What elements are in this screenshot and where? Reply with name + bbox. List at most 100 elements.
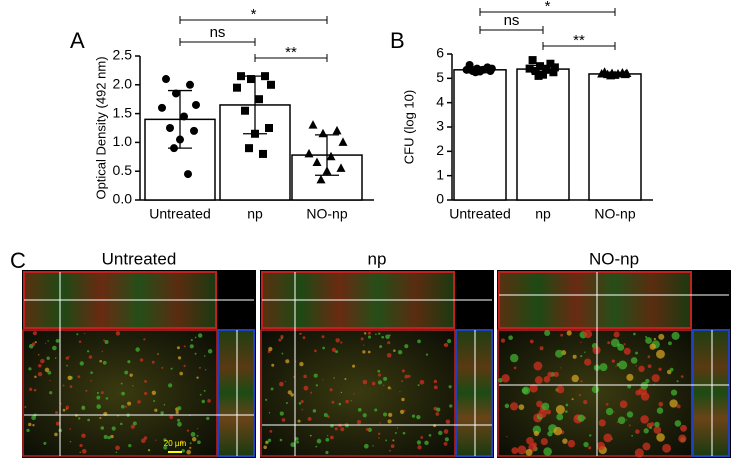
speck [189, 446, 192, 449]
speck [676, 380, 679, 383]
speck [110, 434, 114, 439]
speck [47, 370, 52, 375]
speck [290, 442, 296, 448]
speck [365, 427, 369, 431]
speck [325, 437, 330, 442]
speck [433, 385, 438, 390]
speck [634, 448, 644, 458]
speck [333, 377, 335, 379]
speck [284, 380, 286, 383]
speck [385, 334, 390, 340]
data-point [172, 89, 180, 98]
speck [179, 440, 184, 445]
speck [623, 343, 626, 346]
speck [635, 389, 641, 396]
speck [65, 356, 69, 360]
speck [623, 347, 631, 355]
speck [445, 419, 451, 425]
speck [127, 360, 131, 364]
data-point [486, 67, 495, 76]
speck [572, 354, 577, 359]
speck [46, 356, 50, 360]
speck [177, 421, 182, 427]
speck [32, 331, 38, 336]
speck [54, 432, 58, 437]
data-point [237, 72, 245, 81]
speck [566, 330, 572, 336]
speck [62, 408, 66, 412]
speck [269, 430, 273, 433]
speck [81, 433, 86, 438]
speck [538, 409, 547, 418]
speck [279, 381, 284, 387]
speck [26, 428, 30, 433]
speck [141, 438, 146, 444]
speck [669, 399, 678, 408]
speck [382, 384, 385, 387]
data-point [620, 69, 630, 79]
speck [144, 391, 148, 396]
speck [281, 337, 283, 340]
speck [107, 436, 111, 440]
data-point [536, 62, 545, 71]
speck [268, 412, 271, 414]
speck [190, 338, 193, 342]
speck [76, 333, 79, 336]
speck [190, 432, 196, 437]
speck [591, 385, 600, 394]
speck [532, 442, 537, 448]
speck [580, 380, 583, 383]
speck [643, 428, 649, 434]
speck [378, 437, 380, 439]
significance-label: ** [285, 44, 297, 61]
speck [189, 442, 192, 445]
speck [353, 393, 355, 395]
panel-label: B [390, 28, 405, 53]
speck [388, 449, 391, 452]
speck [626, 419, 628, 421]
speck [96, 404, 102, 409]
speck [534, 376, 543, 385]
data-point [158, 103, 166, 112]
speck [394, 432, 397, 434]
speck [645, 337, 652, 344]
data-point [312, 157, 322, 167]
speck [300, 333, 302, 335]
speck [417, 384, 420, 387]
speck [360, 337, 364, 341]
y-tick-label: 2.5 [113, 47, 133, 63]
speck [163, 438, 167, 442]
speck [163, 403, 166, 406]
speck [296, 440, 299, 444]
data-point [247, 75, 255, 84]
speck [356, 419, 362, 425]
speck [183, 345, 186, 348]
speck [49, 380, 51, 382]
speck [315, 445, 318, 448]
speck [321, 335, 325, 339]
speck [303, 385, 309, 391]
data-point [549, 68, 558, 77]
significance-label: * [545, 0, 551, 15]
y-axis-label: CFU (log 10) [401, 90, 416, 164]
bar [516, 68, 570, 201]
speck [638, 365, 645, 373]
speck [543, 376, 551, 383]
speck [388, 412, 393, 417]
speck [363, 443, 369, 449]
speck [79, 451, 81, 454]
speck [658, 333, 665, 340]
y-tick-label: 0.5 [113, 162, 133, 178]
speck [543, 447, 552, 456]
speck [271, 363, 275, 367]
speck [281, 418, 286, 422]
speck [24, 406, 27, 409]
speck [161, 366, 164, 369]
scale-bar-label: 20 µm [164, 439, 187, 448]
speck [151, 360, 155, 364]
speck [290, 393, 294, 397]
data-point [541, 65, 550, 74]
speck [545, 409, 552, 415]
